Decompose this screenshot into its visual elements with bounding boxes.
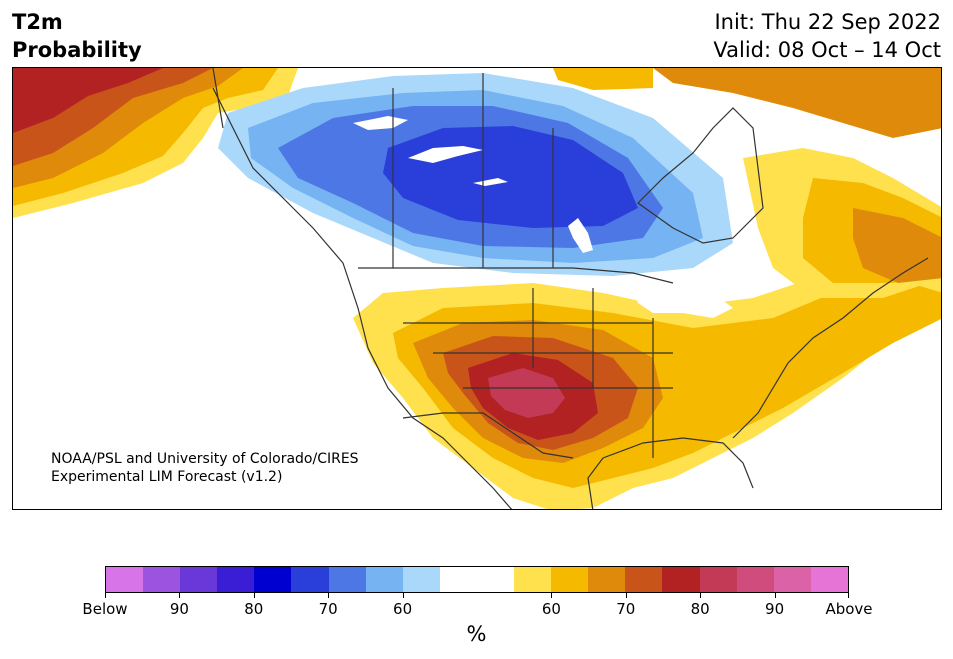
title-line-1: T2m (12, 10, 63, 34)
west-coast (212, 87, 513, 509)
alaska-warm-80 (13, 68, 163, 133)
colorbar-segment (328, 567, 366, 592)
colorbar-segment (699, 567, 737, 592)
colorbar-segment (476, 567, 515, 592)
us-warm-85 (488, 368, 565, 418)
colorbar-tick-label: 80 (690, 600, 710, 618)
map-title: T2m Probability (12, 8, 142, 64)
title-line-2: Probability (12, 38, 142, 62)
colorbar-tick (774, 593, 776, 598)
map-credit: NOAA/PSL and University of Colorado/CIRE… (51, 450, 359, 486)
colorbar-unit: % (466, 622, 487, 646)
colorbar-tick-label: 60 (393, 600, 413, 618)
colorbar-segment (106, 567, 144, 592)
colorbar-tick (105, 593, 106, 598)
colorbar-tick (253, 593, 255, 598)
colorbar-segment (217, 567, 255, 592)
colorbar-tick (328, 593, 330, 598)
colorbar-ticks: Below 90 80 70 60 60 70 80 90 Above (82, 593, 873, 623)
init-date: Init: Thu 22 Sep 2022 (714, 10, 941, 34)
forecast-dates: Init: Thu 22 Sep 2022 Valid: 08 Oct – 14… (713, 8, 941, 64)
colorbar-segment (143, 567, 181, 592)
probability-map: NOAA/PSL and University of Colorado/CIRE… (12, 67, 942, 510)
great-lakes (633, 283, 733, 318)
colorbar-tick (848, 593, 849, 598)
colorbar-segment (810, 567, 848, 592)
lake-athabasca (473, 178, 508, 186)
colorbar-tick-label: 60 (541, 600, 561, 618)
colorbar-segment (254, 567, 292, 592)
colorbar-tick-label: 70 (616, 600, 636, 618)
colorbar-tick-label: 90 (765, 600, 785, 618)
great-slave-lake (408, 146, 483, 163)
colorbar-tick-label: 90 (169, 600, 189, 618)
colorbar-tick (402, 593, 404, 598)
colorbar-tick-label: Below (82, 600, 128, 618)
colorbar-segment (291, 567, 329, 592)
hudson-bay (637, 107, 764, 244)
east-coast (732, 257, 929, 439)
colorbar-segment (588, 567, 626, 592)
great-bear-lake (353, 116, 408, 130)
colorbar-tick-label: 80 (244, 600, 264, 618)
colorbar (105, 566, 849, 593)
colorbar-tick-label: 70 (318, 600, 338, 618)
borders (212, 68, 929, 509)
map-canvas (13, 68, 941, 509)
labrador-warm-70 (853, 208, 941, 283)
greenland-warm-65 (553, 68, 653, 90)
colorbar-segment (514, 567, 552, 592)
colorbar-segment (625, 567, 663, 592)
state-lines-1 (403, 288, 673, 458)
colorbar-segment (180, 567, 218, 592)
colorbar-tick (179, 593, 181, 598)
us-mexico-border (402, 412, 574, 459)
gulf-coast (587, 437, 754, 509)
colorbar-tick (551, 593, 553, 598)
colorbar-segment (365, 567, 403, 592)
us-canada-border (358, 267, 674, 284)
credit-line-2: Experimental LIM Forecast (v1.2) (51, 469, 283, 485)
colorbar-segment (736, 567, 774, 592)
colorbar-tick (700, 593, 702, 598)
colorbar-segment (773, 567, 811, 592)
colorbar-tick (625, 593, 627, 598)
colorbar-segment (439, 567, 477, 592)
colorbar-segment (551, 567, 589, 592)
colorbar-segment (662, 567, 700, 592)
lake-winnipeg (568, 218, 593, 253)
greenland-warm (653, 68, 941, 138)
valid-range: Valid: 08 Oct – 14 Oct (713, 38, 941, 62)
alaska-border (212, 68, 224, 129)
province-lines (392, 73, 554, 268)
colorbar-segment (402, 567, 440, 592)
credit-line-1: NOAA/PSL and University of Colorado/CIRE… (51, 451, 359, 467)
colorbar-tick-label: Above (825, 600, 873, 618)
